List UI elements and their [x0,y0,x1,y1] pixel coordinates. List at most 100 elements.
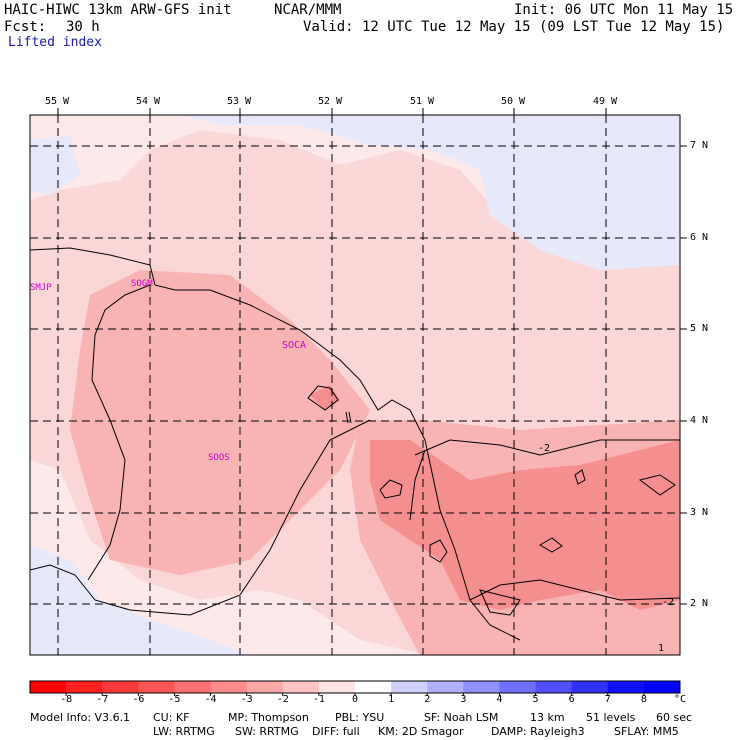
contour-label-1: -2 [538,443,551,454]
footer-lw: LW: RRTMG [153,725,215,738]
colorbar-swatch [391,681,428,693]
footer-levels: 51 levels [586,711,636,724]
station-soca: SOCA [282,340,307,351]
colorbar-swatch [174,681,212,693]
colorbar-unit: °C [674,694,687,705]
contour-label-3: 1 [658,643,665,654]
station-sogm: SOGM [131,279,153,289]
init-time: Init: 06 UTC Mon 11 May 15 [514,2,734,18]
li-neg2-region-land [70,270,370,575]
colorbar-tick-label: -4 [204,694,217,705]
contour-neg2-loop-2 [429,539,448,563]
colorbar-tick-label: -7 [96,694,109,705]
colorbar-tick-label: 2 [424,694,431,705]
li-positive-region-southwest [30,545,250,655]
colorbar-swatch [535,681,573,693]
contour-neg2-loop-4 [307,385,339,411]
contour-east-loop [638,474,676,496]
colorbar-swatch [30,681,67,693]
colorbar-swatch [246,681,284,693]
colorbar [29,680,681,696]
lat-label-6n: 6 N [690,232,709,243]
coastline [29,247,521,641]
lon-label-54w: 54 W [136,96,161,107]
lon-label-53w: 53 W [227,96,252,107]
lat-lon-grid [30,115,680,655]
colorbar-tick-label: 1 [388,694,395,705]
forecast-label: Fcst: [4,19,47,35]
colorbar-tick-label: 5 [532,694,539,705]
colorbar-tick-label: 3 [460,694,467,705]
li-positive-region-north [180,115,680,270]
footer-mp: MP: Thompson [228,711,309,724]
li-neg3-core-2 [600,510,680,610]
colorbar-tick-label: -5 [168,694,181,705]
contour-south-2 [479,589,521,616]
station-smjp: SMJP [30,283,52,293]
field-name: Lifted index [8,35,102,50]
footer-resolution: 13 km [530,711,565,724]
colorbar-tick-label: -6 [132,694,145,705]
contour-label-2: -2 [662,597,675,608]
footer-km: KM: 2D Smagor [378,725,464,738]
lon-label-51w: 51 W [410,96,435,107]
footer-cu: CU: KF [153,711,190,724]
lat-label-5n: 5 N [690,323,709,334]
colorbar-swatch [138,681,175,693]
lat-label-4n: 4 N [690,415,709,426]
footer-pbl: PBL: YSU [335,711,385,724]
colorbar-swatch [643,681,681,693]
colorbar-swatch [318,681,356,693]
contour-neg2-east [414,439,680,456]
axis-ticks [57,108,687,605]
colorbar-tick-label: -3 [240,694,253,705]
colorbar-tick-label: 4 [496,694,503,705]
footer-sflay: SFLAY: MM5 [614,725,679,738]
model-title: HAIC-HIWC 13km ARW-GFS init [4,2,232,18]
colorbar-swatch [499,681,537,693]
footer-model-info: Model Info: V3.6.1 [30,711,131,724]
org-label: NCAR/MMM [274,2,342,18]
colorbar-tick-label: 0 [351,694,359,705]
valid-time: Valid: 12 UTC Tue 12 May 15 (09 LST Tue … [303,19,725,35]
lat-label-3n: 3 N [690,507,709,518]
colorbar-swatch [607,681,645,693]
border-suriname-guyana [87,284,151,581]
colorbar-tick-label: 6 [568,694,575,705]
colorbar-swatch [571,681,609,693]
footer-sf: SF: Noah LSM [424,711,499,724]
colorbar-swatch [427,681,464,693]
border-brazil-north [29,419,371,616]
contour-south [469,579,680,601]
colorbar-swatch [463,681,500,693]
contour-neg2-loop-3 [539,537,563,553]
colorbar-tick-label: -8 [60,694,73,705]
contour-east-loop-2 [574,469,586,485]
colorbar-swatch [66,681,103,693]
colorbar-tick-label: 8 [640,694,647,705]
lon-label-52w: 52 W [318,96,343,107]
border-french-guiana [409,449,426,521]
footer-timestep: 60 sec [656,711,693,724]
footer-damp: DAMP: Rayleigh3 [491,725,585,738]
li-zero-region-southwest [30,460,430,655]
colorbar-tick-label: -2 [276,694,289,705]
map-frame [29,114,681,656]
forecast-hour: 30 h [66,19,100,35]
footer-sw: SW: RRTMG [235,725,299,738]
colorbar-swatch [210,681,248,693]
colorbar-swatch [102,681,139,693]
lon-label-50w: 50 W [501,96,526,107]
lat-label-7n: 7 N [690,140,709,151]
colorbar-tick-label: -1 [312,694,325,705]
li-positive-region-northwest [30,135,80,195]
footer-diff: DIFF: full [312,725,360,738]
lon-label-55w: 55 W [45,96,70,107]
colorbar-swatch [355,681,392,693]
lon-label-49w: 49 W [593,96,618,107]
lat-label-2n: 2 N [690,598,709,609]
station-soos: SOOS [208,453,230,463]
colorbar-swatch [282,681,320,693]
colorbar-tick-label: 7 [604,694,611,705]
